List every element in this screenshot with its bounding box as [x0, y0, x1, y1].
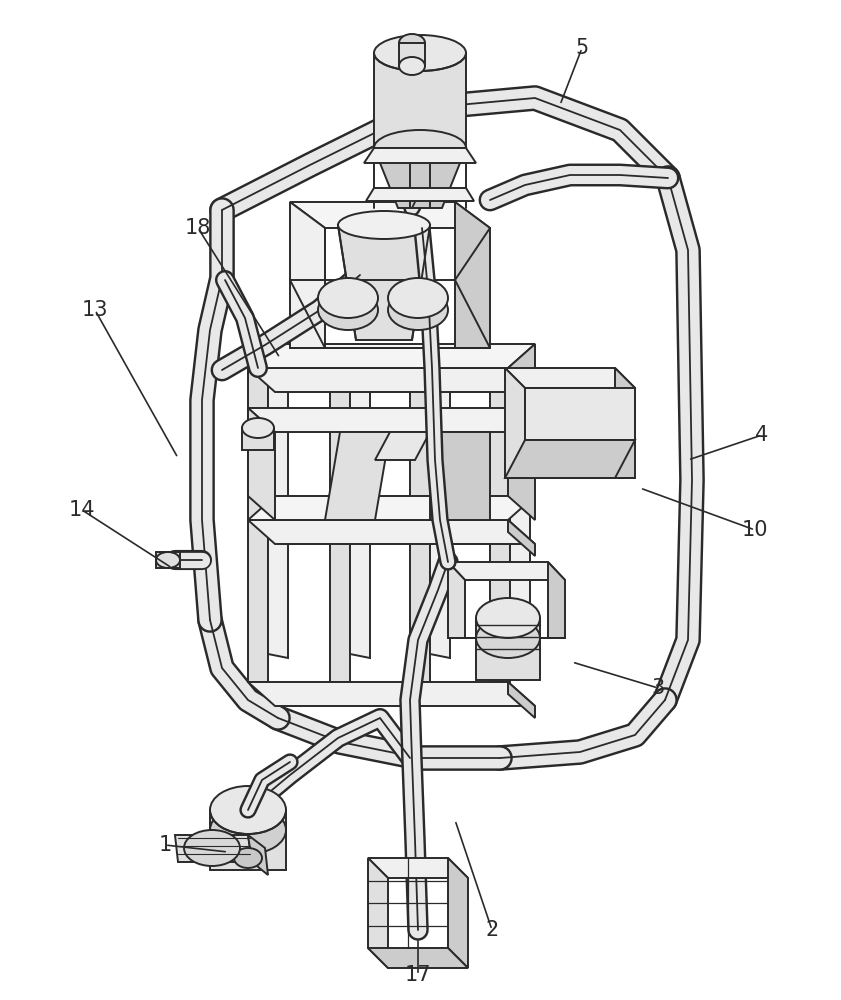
- Polygon shape: [248, 496, 535, 520]
- Text: 5: 5: [575, 38, 589, 58]
- Ellipse shape: [476, 598, 540, 638]
- Polygon shape: [366, 188, 474, 201]
- Polygon shape: [368, 948, 468, 968]
- Polygon shape: [490, 368, 510, 682]
- Polygon shape: [548, 562, 565, 638]
- Polygon shape: [508, 344, 535, 392]
- Polygon shape: [399, 43, 425, 66]
- Polygon shape: [448, 562, 565, 580]
- Polygon shape: [248, 368, 535, 392]
- Polygon shape: [505, 368, 525, 478]
- Polygon shape: [455, 202, 490, 348]
- Ellipse shape: [210, 786, 286, 834]
- Polygon shape: [374, 148, 466, 208]
- Ellipse shape: [318, 278, 378, 318]
- Polygon shape: [368, 858, 388, 968]
- Text: 17: 17: [405, 965, 431, 985]
- Text: 18: 18: [185, 218, 211, 238]
- Polygon shape: [410, 368, 430, 682]
- Polygon shape: [374, 53, 466, 148]
- Ellipse shape: [399, 57, 425, 75]
- Polygon shape: [525, 388, 635, 440]
- Polygon shape: [510, 344, 530, 658]
- Ellipse shape: [318, 290, 378, 330]
- Polygon shape: [248, 368, 268, 682]
- Polygon shape: [325, 432, 390, 520]
- Polygon shape: [248, 408, 275, 520]
- Text: 10: 10: [742, 520, 768, 540]
- Polygon shape: [338, 225, 430, 340]
- Ellipse shape: [184, 830, 240, 866]
- Ellipse shape: [242, 425, 274, 445]
- Polygon shape: [248, 520, 535, 544]
- Polygon shape: [248, 408, 535, 432]
- Ellipse shape: [388, 290, 448, 330]
- Polygon shape: [268, 344, 288, 658]
- Ellipse shape: [338, 211, 430, 239]
- Ellipse shape: [210, 806, 286, 854]
- Polygon shape: [175, 835, 252, 862]
- Ellipse shape: [234, 848, 262, 868]
- Ellipse shape: [156, 552, 180, 568]
- Polygon shape: [375, 432, 430, 460]
- Ellipse shape: [476, 618, 540, 658]
- Polygon shape: [615, 368, 635, 478]
- Polygon shape: [210, 810, 286, 870]
- Polygon shape: [290, 202, 490, 228]
- Polygon shape: [290, 202, 325, 348]
- Polygon shape: [430, 344, 450, 658]
- Ellipse shape: [374, 130, 466, 166]
- Text: 14: 14: [69, 500, 95, 520]
- Polygon shape: [248, 344, 535, 368]
- Text: 1: 1: [158, 835, 172, 855]
- Polygon shape: [508, 408, 535, 520]
- Polygon shape: [368, 858, 468, 878]
- Polygon shape: [430, 432, 490, 520]
- Text: 2: 2: [485, 920, 499, 940]
- Polygon shape: [350, 344, 370, 658]
- Polygon shape: [448, 562, 465, 638]
- Ellipse shape: [399, 34, 425, 52]
- Ellipse shape: [374, 35, 466, 71]
- Polygon shape: [330, 368, 350, 682]
- Polygon shape: [248, 835, 268, 875]
- Text: 3: 3: [652, 678, 664, 698]
- Text: 4: 4: [755, 425, 769, 445]
- Polygon shape: [508, 520, 535, 556]
- Polygon shape: [364, 148, 476, 163]
- Polygon shape: [505, 368, 635, 388]
- Polygon shape: [505, 440, 635, 478]
- Polygon shape: [242, 428, 274, 450]
- Text: 13: 13: [82, 300, 108, 320]
- Polygon shape: [156, 552, 180, 568]
- Ellipse shape: [388, 278, 448, 318]
- Polygon shape: [476, 618, 540, 680]
- Polygon shape: [508, 682, 535, 718]
- Polygon shape: [448, 858, 468, 968]
- Ellipse shape: [242, 418, 274, 438]
- Polygon shape: [248, 682, 535, 706]
